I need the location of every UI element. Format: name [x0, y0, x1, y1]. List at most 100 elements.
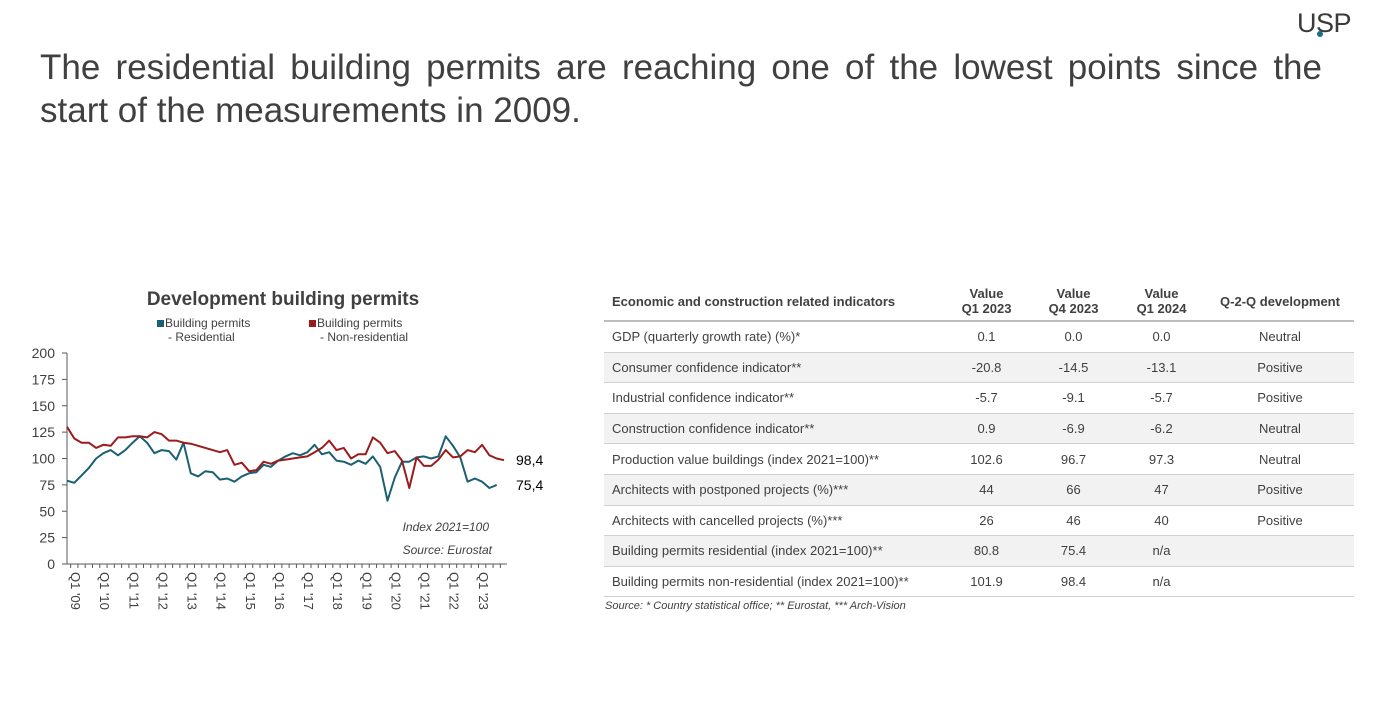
x-tick-label: Q1 '22 [447, 572, 462, 610]
table-row: Architects with cancelled projects (%)**… [604, 505, 1354, 537]
cell-development [1206, 566, 1354, 598]
header-period-label: Q1 2024 [1136, 301, 1187, 316]
chart-title: Development building permits [147, 289, 419, 310]
cell-value-q1-2023: -5.7 [943, 382, 1030, 414]
table-row: Building permits non-residential (index … [604, 566, 1354, 598]
table-row: Production value buildings (index 2021=1… [604, 443, 1354, 475]
cell-development: Neutral [1206, 321, 1354, 353]
cell-development: Positive [1206, 352, 1354, 384]
cell-value-q1-2024: 47 [1117, 474, 1206, 506]
usp-logo: USP [1297, 8, 1352, 38]
table-row: Architects with postponed projects (%)**… [604, 474, 1354, 506]
cell-value-q4-2023: -14.5 [1030, 352, 1117, 384]
cell-development: Positive [1206, 505, 1354, 537]
legend-label: - Non-residential [320, 330, 408, 344]
table-source-note: Source: * Country statistical office; **… [605, 600, 906, 612]
cell-indicator: Industrial confidence indicator** [604, 382, 943, 414]
end-value-label: 75,4 [516, 477, 543, 493]
cell-value-q4-2023: 0.0 [1030, 321, 1117, 353]
x-tick-label: Q1 '19 [359, 572, 374, 610]
cell-indicator: Production value buildings (index 2021=1… [604, 443, 943, 475]
x-tick-label: Q1 '15 [243, 572, 258, 610]
cell-value-q1-2024: -13.1 [1117, 352, 1206, 384]
y-tick-label: 100 [32, 451, 56, 467]
header-value-q1-2023: Value Q1 2023 [943, 282, 1030, 322]
x-tick-label: Q1 '12 [155, 572, 170, 610]
building-permits-chart: Development building permits Building per… [32, 289, 544, 610]
cell-value-q1-2023: 44 [943, 474, 1030, 506]
cell-value-q4-2023: 98.4 [1030, 566, 1117, 598]
cell-value-q1-2023: 0.9 [943, 413, 1030, 445]
cell-value-q4-2023: 66 [1030, 474, 1117, 506]
y-tick-label: 75 [39, 477, 55, 493]
cell-indicator: Building permits non-residential (index … [604, 566, 943, 598]
x-tick-label: Q1 '18 [330, 572, 345, 610]
series-line-residential [66, 435, 498, 502]
x-tick-label: Q1 '16 [272, 572, 287, 610]
y-tick-label: 125 [32, 424, 56, 440]
table-row: Construction confidence indicator** 0.9 -6… [604, 413, 1354, 445]
legend-label: - Residential [168, 330, 235, 344]
cell-value-q1-2024: 40 [1117, 505, 1206, 537]
x-tick-label: Q1 '09 [68, 572, 83, 610]
cell-value-q1-2024: -6.2 [1117, 413, 1206, 445]
table-row: Building permits residential (index 2021… [604, 535, 1354, 567]
end-value-label: 98,4 [516, 452, 543, 468]
x-tick-label: Q1 '21 [418, 572, 433, 610]
cell-value-q4-2023: 96.7 [1030, 443, 1117, 475]
cell-value-q4-2023: -9.1 [1030, 382, 1117, 414]
x-tick-label: Q1 '20 [388, 572, 403, 610]
header-indicator: Economic and construction related indica… [604, 282, 943, 322]
legend-label: Building permits [317, 316, 402, 330]
y-tick-label: 0 [47, 556, 55, 572]
table-row: Consumer confidence indicator** -20.8 -14.… [604, 352, 1354, 384]
header-value-label: Value [1056, 286, 1091, 301]
cell-value-q1-2023: 0.1 [943, 321, 1030, 353]
header-value-q4-2023: Value Q4 2023 [1030, 282, 1117, 322]
cell-value-q1-2024: n/a [1117, 535, 1206, 567]
cell-value-q1-2024: n/a [1117, 566, 1206, 598]
y-tick-label: 50 [39, 503, 55, 519]
x-tick-label: Q1 '13 [185, 572, 200, 610]
header-value-label: Value [1144, 286, 1179, 301]
table-header-row: Economic and construction related indica… [604, 282, 1354, 322]
x-tick-label: Q1 '23 [476, 572, 491, 610]
cell-value-q1-2023: 80.8 [943, 535, 1030, 567]
y-tick-label: 150 [32, 398, 56, 414]
table-row: GDP (quarterly growth rate) (%)* 0.1 0.0 0.… [604, 321, 1354, 353]
header-value-label: Value [969, 286, 1004, 301]
cell-value-q1-2023: 26 [943, 505, 1030, 537]
header-period-label: Q4 2023 [1048, 301, 1099, 316]
y-tick-label: 25 [39, 530, 55, 546]
cell-value-q1-2024: 97.3 [1117, 443, 1206, 475]
header-development: Q-2-Q development [1206, 282, 1354, 322]
cell-development: Neutral [1206, 443, 1354, 475]
page-headline: The residential building permits are rea… [40, 48, 1322, 130]
header-period-label: Q1 2023 [961, 301, 1012, 316]
table-row: Industrial confidence indicator** -5.7 -9.… [604, 382, 1354, 414]
cell-indicator: Architects with cancelled projects (%)**… [604, 505, 943, 537]
x-tick-label: Q1 '14 [214, 572, 229, 610]
cell-value-q4-2023: 75.4 [1030, 535, 1117, 567]
cell-indicator: GDP (quarterly growth rate) (%)* [604, 321, 943, 353]
cell-value-q1-2023: 102.6 [943, 443, 1030, 475]
cell-value-q1-2023: -20.8 [943, 352, 1030, 384]
cell-value-q1-2024: 0.0 [1117, 321, 1206, 353]
x-tick-label: Q1 '17 [301, 572, 316, 610]
legend-swatch [157, 320, 164, 327]
cell-indicator: Architects with postponed projects (%)**… [604, 474, 943, 506]
cell-value-q1-2023: 101.9 [943, 566, 1030, 598]
cell-development: Neutral [1206, 413, 1354, 445]
cell-value-q4-2023: -6.9 [1030, 413, 1117, 445]
indicators-table: Economic and construction related indica… [604, 282, 1354, 598]
logo-dot-icon [1317, 31, 1323, 37]
cell-development: Positive [1206, 474, 1354, 506]
cell-value-q4-2023: 46 [1030, 505, 1117, 537]
chart-source-note: Source: Eurostat [403, 543, 493, 557]
legend-swatch [309, 320, 316, 327]
y-tick-label: 200 [32, 345, 56, 361]
cell-development: Positive [1206, 382, 1354, 414]
chart-index-note: Index 2021=100 [403, 520, 490, 534]
header-value-q1-2024: Value Q1 2024 [1117, 282, 1206, 322]
x-tick-label: Q1 '11 [126, 572, 141, 609]
